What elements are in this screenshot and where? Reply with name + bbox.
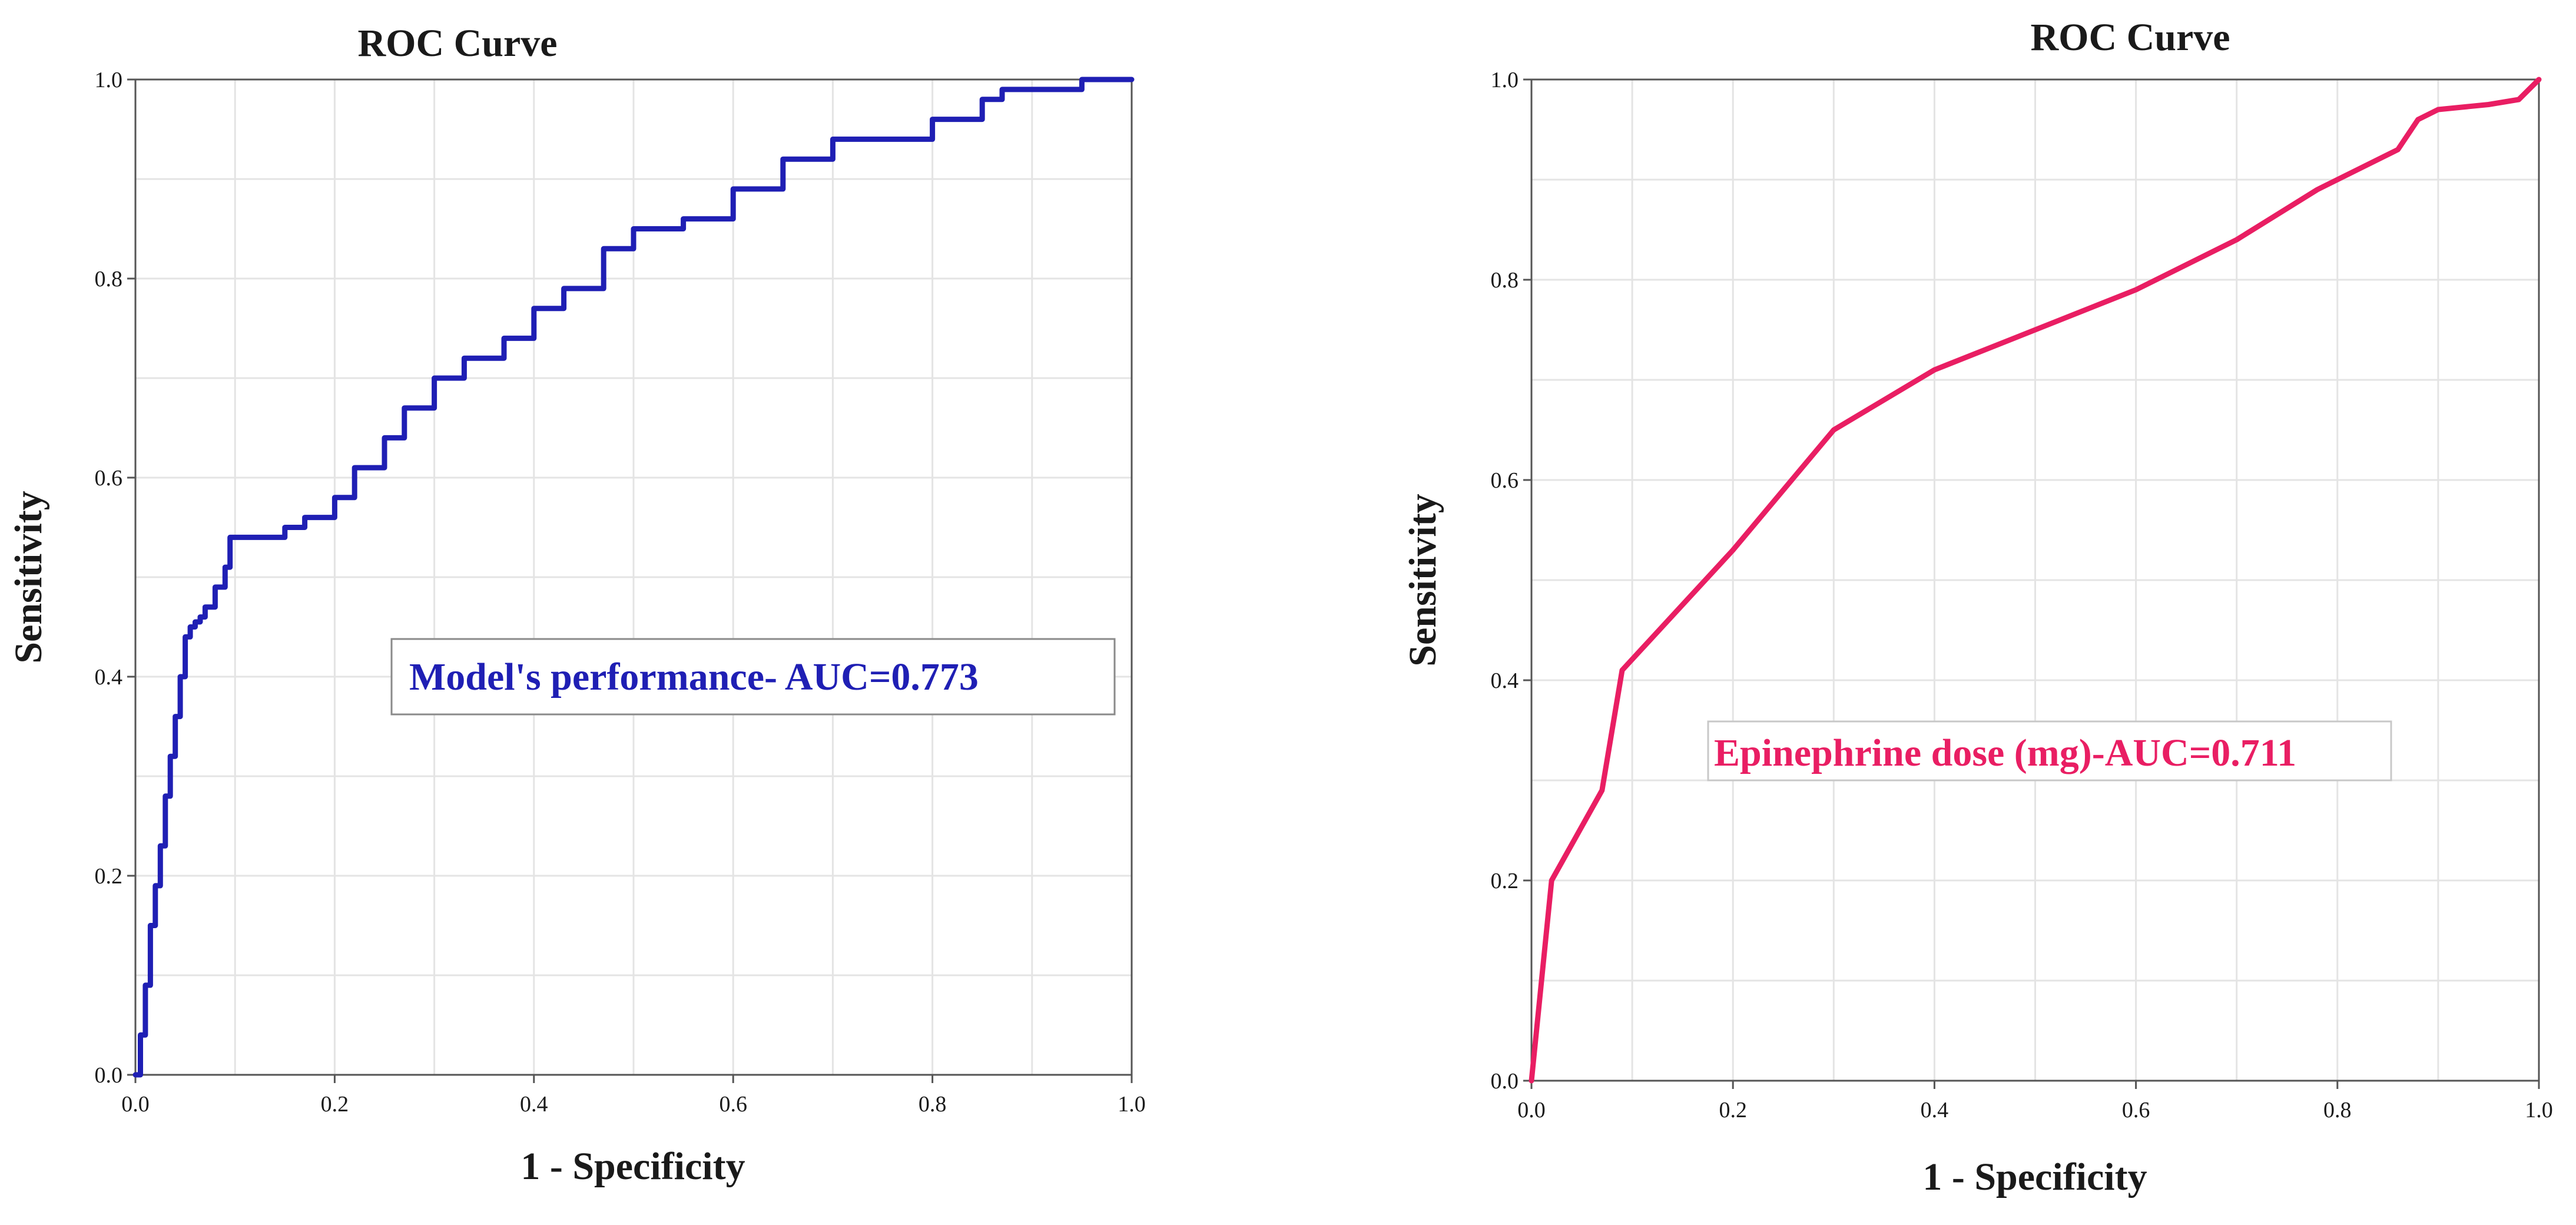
x-axis-label: 1 - Specificity: [1922, 1156, 2147, 1198]
x-tick-label: 0.8: [2323, 1098, 2352, 1123]
y-tick-label: 0.0: [95, 1063, 123, 1088]
legend-annotation: Model's performance- AUC=0.773: [409, 655, 979, 698]
axis-ticks: 0.0 0.2 0.4 0.6 0.8 1.0 0.0 0.2 0.4 0.6 0.8 1.0: [95, 68, 1146, 1117]
chart-title: ROC Curve: [357, 22, 557, 65]
x-tick-label: 0.4: [1921, 1098, 1949, 1123]
axis-ticks: 0.0 0.2 0.4 0.6 0.8 1.0 0.0 0.2 0.4 0.6 0.8 1.0: [1491, 68, 2553, 1123]
x-tick-label: 0.0: [1517, 1098, 1546, 1123]
x-tick-label: 0.6: [2122, 1098, 2150, 1123]
y-tick-label: 0.8: [1491, 268, 1519, 293]
y-tick-label: 0.4: [95, 665, 123, 690]
roc-chart-epinephrine-svg: ROC Curve 0.0 0.2 0.4 0.6 0.8 1.0 0.0 0.2 0.4 0.6…: [1401, 16, 2553, 1198]
grid: [135, 80, 1132, 1075]
chart-title: ROC Curve: [2030, 16, 2230, 59]
y-tick-label: 0.2: [95, 864, 123, 889]
x-tick-label: 0.0: [121, 1092, 150, 1117]
roc-curve-line: [1529, 77, 2542, 1084]
y-tick-label: 0.8: [95, 267, 123, 292]
x-tick-label: 0.2: [321, 1092, 349, 1117]
y-tick-label: 0.6: [95, 466, 123, 491]
x-tick-label: 1.0: [1118, 1092, 1146, 1117]
y-tick-label: 1.0: [95, 68, 123, 92]
y-tick-label: 0.0: [1491, 1069, 1519, 1094]
roc-chart-epinephrine: ROC Curve 0.0 0.2 0.4 0.6 0.8 1.0 0.0 0.2 0.4 0.6…: [1288, 0, 2576, 1225]
x-tick-label: 0.6: [719, 1092, 747, 1117]
roc-chart-model-svg: ROC Curve 0.0 0.2 0.4 0.6 0.8 1.0 0.0 0.2 0.4 0.6…: [7, 22, 1146, 1188]
legend-annotation: Epinephrine dose (mg)-AUC=0.711: [1714, 731, 2296, 774]
x-tick-label: 0.2: [1719, 1098, 1747, 1123]
x-axis-label: 1 - Specificity: [520, 1145, 745, 1188]
plot-frame: [1530, 78, 2540, 1082]
y-tick-label: 0.4: [1491, 668, 1519, 693]
series: [132, 77, 1135, 1078]
x-tick-label: 0.4: [520, 1092, 548, 1117]
y-tick-label: 0.2: [1491, 869, 1519, 893]
y-tick-label: 1.0: [1491, 68, 1519, 92]
x-tick-label: 1.0: [2525, 1098, 2553, 1123]
roc-curve-line: [132, 77, 1135, 1078]
x-tick-label: 0.8: [919, 1092, 947, 1117]
legend-box: [1707, 720, 2392, 782]
y-tick-label: 0.6: [1491, 468, 1519, 493]
series: [1529, 77, 2542, 1084]
plot-frame: [134, 78, 1133, 1076]
y-axis-label: Sensitivity: [1401, 494, 1444, 666]
legend-box: [390, 638, 1116, 716]
roc-chart-model: ROC Curve 0.0 0.2 0.4 0.6 0.8 1.0 0.0 0.2 0.4 0.6…: [7, 22, 1146, 1188]
y-axis-label: Sensitivity: [7, 491, 50, 663]
grid: [1531, 80, 2539, 1081]
